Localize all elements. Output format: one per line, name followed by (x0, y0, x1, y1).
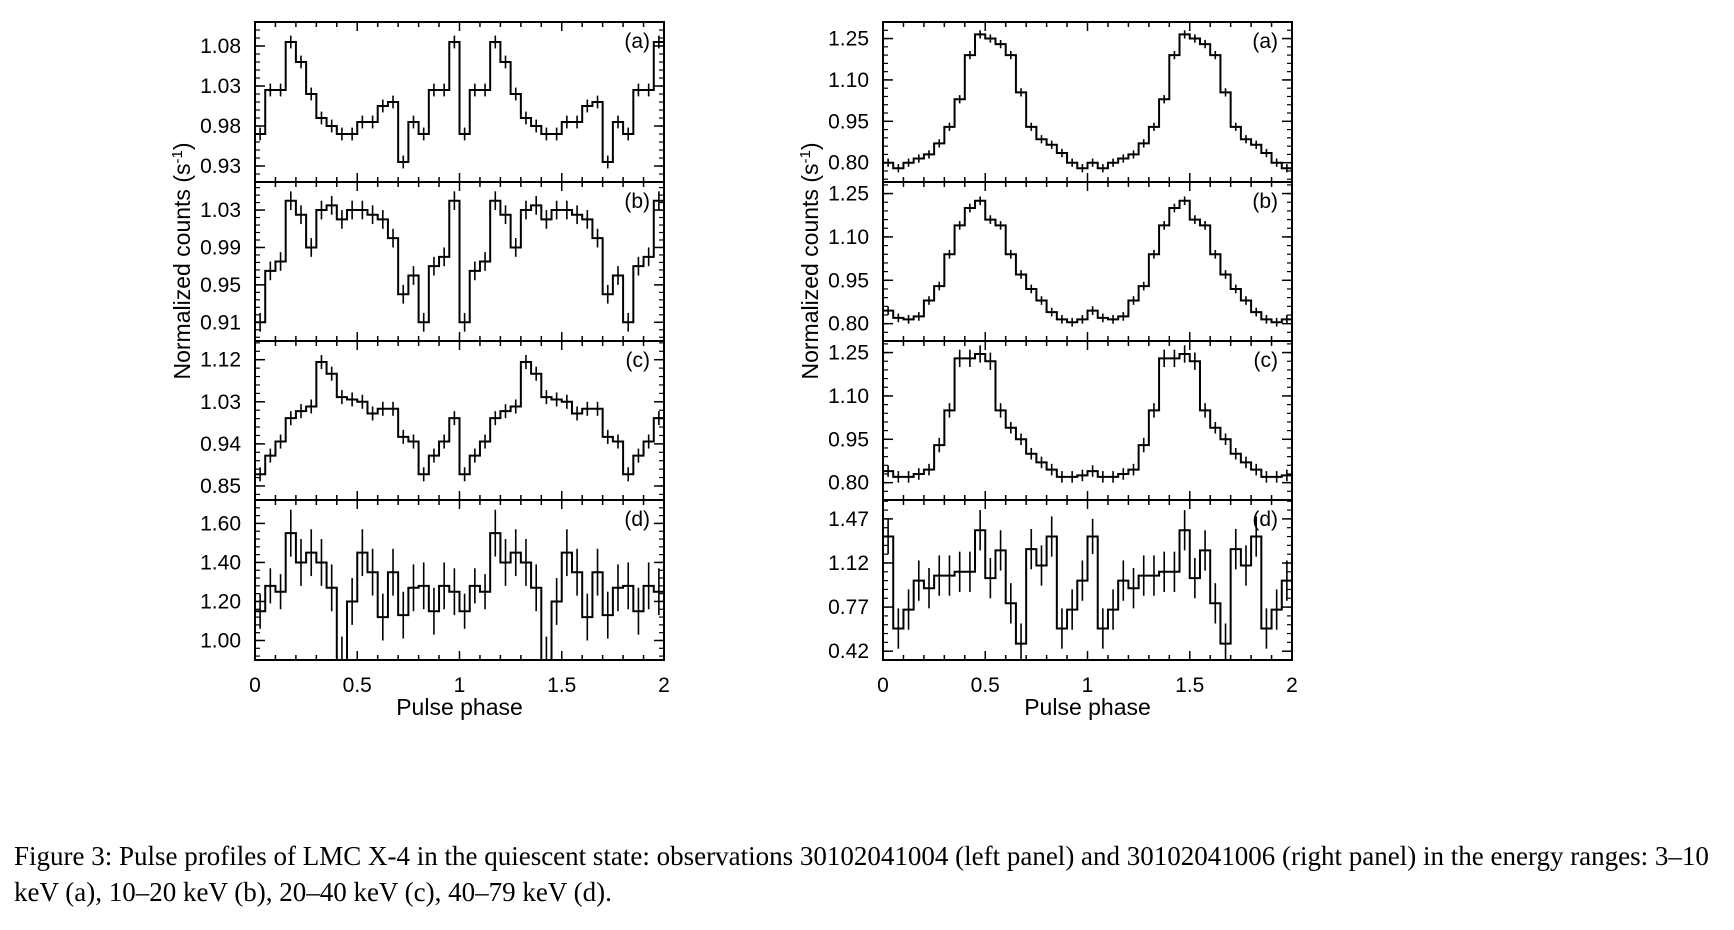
x-tick-label: 2 (1286, 674, 1298, 697)
panel-a: 0.93 0.98 1.03 1.08 (a) (200, 21, 665, 183)
chart-right: 0.800.951.101.25 (a)0.800.951.101.25 (b)0.… (797, 21, 1298, 720)
x-tick-label: 2 (658, 674, 670, 697)
y-tick-label: 0.42 (828, 640, 869, 663)
y-tick-label: 0.80 (828, 472, 869, 495)
y-axis-title: Normalized counts (s-1) (169, 142, 196, 379)
y-tick-label: 1.03 (200, 75, 241, 98)
profile-step-line (883, 199, 1292, 324)
panel-b: 0.91 0.95 0.99 1.03 (b) (200, 181, 665, 342)
y-tick-label: 0.95 (828, 428, 869, 451)
profile-step-line (255, 41, 664, 163)
panel-label: (a) (624, 30, 650, 53)
x-tick-label: 1.5 (1175, 674, 1204, 697)
x-tick-label: 1 (1082, 674, 1094, 697)
y-tick-label: 1.08 (200, 35, 241, 58)
y-tick-label: 1.12 (828, 552, 869, 575)
profile-step-line (255, 532, 664, 661)
panel-a: 0.80 0.95 1.10 1.25 (a) (828, 21, 1293, 183)
y-tick-label: 1.20 (200, 590, 241, 613)
y-tick-label: 1.12 (200, 349, 241, 372)
panel-b: 0.80 0.95 1.10 1.25 (b) (828, 181, 1293, 342)
y-tick-label: 0.93 (200, 155, 241, 178)
panel-label: (a) (1252, 30, 1278, 53)
y-tick-label: 0.85 (200, 475, 241, 498)
y-tick-label: 0.95 (200, 274, 241, 297)
y-tick-label: 1.40 (200, 551, 241, 574)
x-axis-title: Pulse phase (1024, 694, 1151, 720)
profile-step-line (883, 353, 1292, 478)
chart-left: 0.930.981.031.08 (a)0.910.950.991.03 (b)0.… (169, 21, 670, 720)
panel-d: 0.42 0.77 1.12 1.47 (d) (828, 499, 1293, 663)
y-tick-label: 1.00 (200, 629, 241, 652)
x-tick-label: 1 (454, 674, 466, 697)
panel-label: (d) (624, 508, 650, 531)
y-tick-label: 1.25 (828, 342, 869, 365)
x-tick-label: 1.5 (547, 674, 576, 697)
profile-step-line (255, 199, 664, 324)
y-tick-label: 0.98 (200, 115, 241, 138)
figure-caption: Figure 3: Pulse profiles of LMC X-4 in t… (14, 841, 1709, 907)
x-axis-title: Pulse phase (396, 694, 523, 720)
y-tick-label: 1.10 (828, 69, 869, 92)
x-tick-label: 0.5 (971, 674, 1000, 697)
x-tick-label: 0.5 (343, 674, 372, 697)
y-tick-label: 1.25 (828, 28, 869, 51)
y-tick-label: 1.25 (828, 183, 869, 206)
profile-step-line (883, 33, 1292, 170)
y-tick-label: 1.10 (828, 385, 869, 408)
panel-c: 0.85 0.94 1.03 1.12 (c) (200, 340, 665, 501)
y-tick-label: 1.03 (200, 199, 241, 222)
x-tick-label: 0 (249, 674, 261, 697)
x-tick-label: 0 (877, 674, 889, 697)
panel-label: (b) (1252, 190, 1278, 213)
y-tick-label: 1.60 (200, 512, 241, 535)
panel-label: (c) (1254, 349, 1279, 372)
y-axis-title: Normalized counts (s-1) (797, 142, 824, 379)
y-tick-label: 1.10 (828, 226, 869, 249)
panel-c: 0.80 0.95 1.10 1.25 (c) (828, 340, 1293, 501)
figure: 0.930.981.031.08 (a)0.910.950.991.03 (b)0.… (169, 21, 1298, 720)
y-tick-label: 0.95 (828, 110, 869, 133)
profile-step-line (255, 361, 664, 476)
y-tick-label: 0.94 (200, 433, 241, 456)
y-tick-label: 0.80 (828, 152, 869, 175)
y-tick-label: 0.99 (200, 236, 241, 259)
panel-d: 1.00 1.20 1.40 1.60 (d) (200, 499, 665, 661)
panel-label: (c) (626, 349, 651, 372)
profile-step-line (883, 529, 1292, 645)
y-tick-label: 0.80 (828, 313, 869, 336)
panel-label: (b) (624, 190, 650, 213)
y-tick-label: 1.47 (828, 508, 869, 531)
y-tick-label: 1.03 (200, 391, 241, 414)
y-tick-label: 0.91 (200, 311, 241, 334)
y-tick-label: 0.95 (828, 269, 869, 292)
panel-label: (d) (1252, 508, 1278, 531)
y-tick-label: 0.77 (828, 596, 869, 619)
